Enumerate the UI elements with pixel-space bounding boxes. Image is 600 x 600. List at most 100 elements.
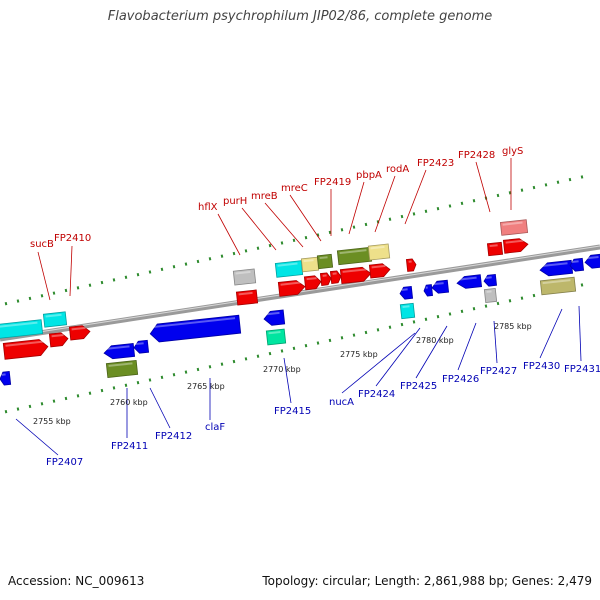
top-tick [520,188,524,192]
gene-blue-body [483,273,498,287]
gene-red-body [235,289,259,306]
gene-red-body [339,266,372,285]
gene-hflX-body [232,268,257,286]
top-tick [232,251,236,256]
bottom-tick [436,314,440,319]
bottom-leader-line [149,387,171,429]
gene-fp2424-body [399,302,416,320]
gene-fp2431-body [584,253,600,269]
bottom-tick [352,333,356,337]
bottom-tick [76,394,80,398]
gene-claF [149,314,242,343]
top-tick [364,222,368,227]
top-gene-label: mreB [251,191,278,202]
gene-mreB [300,256,320,273]
top-tick [40,294,44,298]
gene-blue-shine [265,311,280,316]
gene-red-body [319,272,332,286]
bottom-gene-label: FP2427 [480,366,517,377]
gene-red [68,325,91,341]
bottom-tick [508,299,512,303]
gene-red-shine [306,277,317,281]
top-tick [388,217,392,221]
genome-stats-text: Topology: circular; Length: 2,861,988 bp… [262,574,592,588]
gene-blue [133,339,150,354]
top-gene-label: mreC [281,183,308,194]
top-tick [472,199,476,203]
gene-hflX [232,268,257,286]
gene-sucB-shine [5,340,44,347]
bottom-tick [136,380,140,385]
top-tick [100,280,104,285]
top-tick [436,206,440,211]
gene-fp2411-left-shine [105,345,130,350]
kbp-scale-label: 2775 kbp [340,350,378,359]
gene-red [486,241,504,257]
top-tick [496,193,500,198]
top-gene-label: FP2410 [54,233,91,244]
gene-fp2411-body [105,359,139,379]
gene-fp2427-shine [486,290,492,293]
top-gene-label: sucB [30,239,54,250]
top-gene-label: hflX [198,202,218,213]
gene-red-shine [322,274,327,277]
gene-pbpA [336,246,373,266]
gene-fp2407 [0,371,12,386]
gene-pbpA-shine [339,249,367,255]
bottom-gene-label: FP2431 [564,364,600,375]
bottom-gene-label: FP2411 [111,441,148,452]
gene-blue-body [431,279,450,294]
bottom-tick [16,407,20,411]
top-tick [280,241,284,245]
gene-red [235,289,259,306]
top-tick [136,272,140,277]
gene-rodA [367,243,391,261]
top-tick [16,299,20,303]
kbp-scale-label: 2780 kbp [416,336,454,345]
gene-red-shine [371,264,386,269]
gene-purH [274,260,304,278]
gene-fp2415 [265,328,287,346]
bottom-leader-line [539,308,563,359]
top-leader-line [374,175,396,233]
bottom-tick [232,359,236,364]
gene-cyan [42,311,68,328]
top-tick [64,288,68,293]
bottom-leader-line [493,320,498,364]
gene-pbpA-body [336,246,373,266]
top-tick [148,270,152,274]
bottom-tick [412,320,416,324]
gene-blue-body [263,309,286,326]
bottom-tick [112,386,116,390]
bottom-gene-label: FP2424 [358,389,395,400]
gene-red-body [303,275,322,291]
bottom-tick [340,336,344,340]
top-tick [460,201,464,206]
top-tick [4,302,8,306]
kbp-scale-label: 2770 kbp [263,365,301,374]
genome-backbone [0,244,600,342]
bottom-tick [64,396,68,401]
bottom-tick [292,346,296,350]
bottom-tick [28,404,32,409]
top-tick [172,265,176,269]
top-leader-line [348,181,365,235]
gene-nucA-body [399,285,414,300]
gene-sucB [2,339,49,360]
top-leader-line [217,213,241,256]
gene-fp2431 [584,253,600,269]
top-tick [160,267,164,272]
bottom-tick [460,309,464,314]
bottom-tick [40,402,44,406]
gene-red-body [329,270,342,284]
gene-nucA [399,285,414,300]
gene-mreC-body [316,253,334,270]
top-gene-label: purH [223,196,247,207]
gene-fp2411-left [103,342,136,360]
top-tick [220,254,224,258]
gene-fp2424 [399,302,416,320]
bottom-gene-label: FP2426 [442,374,479,385]
bottom-tick [472,307,476,311]
bottom-tick [88,391,92,395]
gene-glyS-shine [505,239,524,244]
